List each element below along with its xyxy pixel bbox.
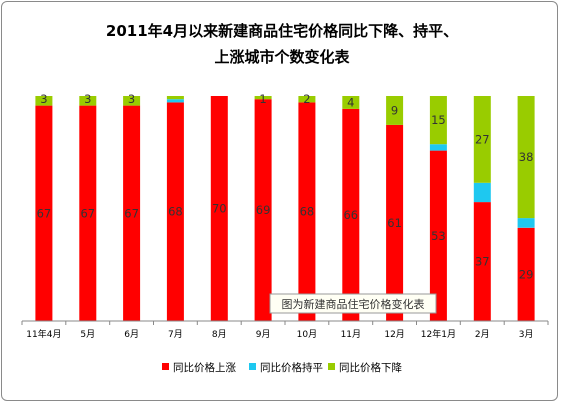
x-tick-label-0: 11年4月 (26, 328, 61, 340)
x-tick-label-7: 11月 (341, 329, 361, 340)
data-label-s0-7: 66 (343, 208, 358, 222)
bar-s0-9 (429, 150, 447, 321)
bar-s0-4 (210, 96, 228, 321)
bar-s2-2 (123, 96, 141, 106)
bar-s0-7 (342, 108, 360, 322)
data-label-s2-2: 3 (128, 92, 135, 106)
data-label-s2-9: 15 (431, 113, 446, 127)
legend-swatch-2 (328, 363, 335, 370)
data-label-s0-8: 61 (387, 216, 402, 230)
data-label-s0-9: 53 (431, 229, 446, 243)
bar-s0-0 (35, 105, 53, 321)
x-tick-label-8: 12月 (384, 329, 404, 340)
data-label-s0-1: 67 (80, 206, 95, 220)
bar-s1-3 (166, 99, 184, 103)
bar-s1-10 (473, 182, 491, 203)
bar-s0-5 (254, 99, 272, 321)
bar-s0-10 (473, 202, 491, 321)
data-label-s2-1: 3 (84, 92, 91, 106)
bar-s2-5 (254, 96, 272, 100)
data-label-s0-4: 70 (212, 202, 227, 216)
bar-s2-8 (386, 96, 404, 125)
bar-s0-3 (166, 102, 184, 322)
data-label-s2-11: 38 (519, 150, 534, 164)
bar-s0-8 (386, 124, 404, 322)
legend-swatch-1 (249, 363, 256, 370)
bar-s2-6 (298, 96, 316, 103)
legend: 同比价格上涨 同比价格持平 同比价格下降 (162, 361, 402, 374)
data-label-s0-5: 69 (256, 203, 271, 217)
legend-label-1: 同比价格持平 (260, 361, 323, 374)
bar-s2-1 (79, 96, 97, 106)
bar-s2-7 (342, 96, 360, 109)
x-tick-label-1: 5月 (80, 329, 95, 340)
x-tick-label-3: 7月 (168, 329, 183, 340)
bar-s2-10 (473, 96, 491, 183)
bar-group: 67 3 67 3 67 3 68 70 69 1 68 2 66 4 61 9 53 15 37 27 29 38 (35, 92, 535, 322)
data-label-s0-6: 68 (300, 205, 315, 219)
data-label-s0-3: 68 (168, 205, 183, 219)
chart-title-line2: 上涨城市个数变化表 (214, 48, 350, 66)
data-label-s0-2: 67 (124, 206, 139, 220)
bar-s1-11 (517, 218, 535, 228)
x-tick-label-9: 12年1月 (421, 328, 456, 340)
data-label-s2-8: 9 (391, 104, 398, 118)
x-tick-label-6: 10月 (297, 329, 317, 340)
bar-s2-0 (35, 96, 53, 106)
bar-s2-9 (429, 96, 447, 145)
legend-label-2: 同比价格下降 (339, 361, 402, 374)
data-label-s2-5: 1 (259, 92, 266, 106)
x-tick-label-4: 8月 (212, 329, 227, 340)
bar-s0-1 (79, 105, 97, 321)
data-label-s2-7: 4 (347, 95, 354, 109)
x-tick-label-11: 3月 (519, 329, 534, 340)
tooltip: 图为新建商品住宅价格变化表 (269, 293, 437, 314)
bar-s1-9 (429, 144, 447, 151)
bar-s0-2 (123, 105, 141, 321)
x-axis-ticks: 11年4月 5月 6月 7月 8月 9月 10月 11月 12月 12年1月 2月 3月 (21, 321, 549, 340)
data-label-s2-6: 2 (303, 92, 310, 106)
bar-s0-11 (517, 227, 535, 321)
data-label-s2-0: 3 (40, 92, 47, 106)
bar-s2-11 (517, 96, 535, 219)
x-tick-label-5: 9月 (256, 329, 271, 340)
legend-label-0: 同比价格上涨 (173, 361, 236, 374)
x-tick-label-2: 6月 (124, 329, 139, 340)
bar-s2-3 (166, 96, 184, 100)
chart-title-line1: 2011年4月以来新建商品住宅价格同比下降、持平、 (106, 22, 458, 40)
data-label-s0-10: 37 (475, 255, 490, 269)
data-label-s2-10: 27 (475, 132, 490, 146)
legend-swatch-0 (162, 363, 169, 370)
x-tick-label-10: 2月 (475, 329, 490, 340)
data-label-s0-0: 67 (37, 206, 52, 220)
tooltip-text: 图为新建商品住宅价格变化表 (282, 297, 425, 311)
bar-s0-6 (298, 102, 316, 322)
data-label-s0-11: 29 (519, 267, 534, 281)
